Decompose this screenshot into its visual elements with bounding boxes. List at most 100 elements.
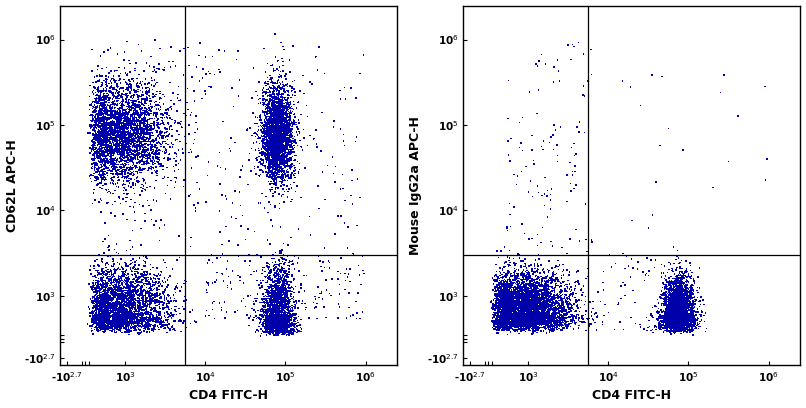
Point: [123, 152, 136, 158]
Point: [662, 324, 675, 331]
Point: [280, 304, 293, 311]
Point: [667, 305, 679, 312]
Point: [107, 314, 120, 320]
Point: [528, 295, 541, 302]
Point: [161, 182, 174, 189]
Point: [501, 310, 514, 317]
Point: [538, 312, 551, 319]
Point: [95, 82, 108, 88]
Point: [657, 328, 670, 335]
Point: [269, 331, 282, 337]
Point: [661, 320, 674, 326]
Point: [269, 204, 282, 210]
Point: [119, 174, 132, 181]
Point: [131, 153, 143, 159]
Point: [527, 315, 540, 321]
Point: [124, 157, 137, 163]
Point: [280, 102, 293, 108]
Point: [541, 322, 554, 329]
Point: [517, 293, 530, 299]
Point: [273, 319, 286, 325]
Point: [118, 295, 131, 302]
Point: [493, 284, 506, 291]
Point: [93, 324, 106, 330]
Point: [670, 313, 683, 319]
Point: [671, 295, 684, 302]
Point: [150, 315, 163, 321]
Point: [151, 313, 164, 319]
Point: [119, 118, 132, 124]
Point: [501, 304, 514, 310]
Point: [271, 144, 284, 151]
Point: [528, 306, 541, 312]
Point: [507, 290, 520, 297]
Point: [98, 302, 111, 309]
Point: [113, 283, 126, 289]
Point: [258, 89, 271, 95]
Point: [93, 325, 106, 332]
Point: [667, 322, 679, 328]
Point: [665, 314, 678, 321]
Point: [88, 326, 101, 333]
Point: [684, 305, 697, 312]
Point: [136, 136, 149, 143]
Point: [682, 319, 695, 326]
Point: [671, 305, 683, 312]
Point: [289, 157, 301, 164]
Point: [497, 325, 510, 331]
Point: [278, 285, 291, 292]
Point: [272, 117, 285, 124]
Point: [282, 332, 295, 338]
Point: [660, 322, 673, 328]
Point: [511, 298, 524, 304]
Point: [517, 311, 530, 317]
Point: [262, 328, 275, 335]
Point: [261, 122, 274, 129]
Point: [130, 152, 143, 158]
Point: [271, 80, 284, 87]
Point: [540, 312, 553, 318]
Point: [669, 312, 682, 319]
Point: [264, 98, 276, 104]
Point: [153, 140, 166, 147]
Point: [516, 273, 529, 280]
Point: [530, 306, 543, 313]
Point: [116, 145, 129, 151]
Point: [534, 320, 546, 326]
Point: [110, 297, 123, 304]
Point: [274, 320, 287, 326]
Point: [538, 306, 551, 312]
Point: [676, 306, 689, 313]
Point: [681, 327, 694, 333]
Point: [276, 148, 289, 154]
Point: [245, 145, 258, 152]
Point: [531, 320, 544, 327]
Point: [135, 284, 147, 290]
Point: [273, 304, 286, 310]
Point: [666, 321, 679, 327]
Point: [276, 133, 289, 140]
Point: [671, 282, 683, 288]
Point: [493, 303, 506, 310]
Point: [89, 128, 102, 135]
Point: [489, 300, 502, 307]
Point: [274, 164, 287, 170]
Point: [267, 316, 280, 323]
Point: [294, 316, 307, 323]
Point: [675, 302, 688, 309]
Point: [154, 319, 167, 326]
Point: [100, 129, 113, 135]
Point: [663, 309, 676, 316]
Point: [270, 315, 283, 322]
Point: [667, 304, 680, 311]
Point: [667, 300, 680, 306]
Point: [110, 313, 123, 319]
Point: [291, 126, 304, 132]
Point: [114, 109, 127, 116]
Point: [269, 281, 282, 288]
Point: [127, 275, 140, 282]
Point: [655, 324, 668, 330]
Point: [113, 95, 126, 102]
Point: [285, 120, 298, 126]
Point: [96, 139, 109, 146]
